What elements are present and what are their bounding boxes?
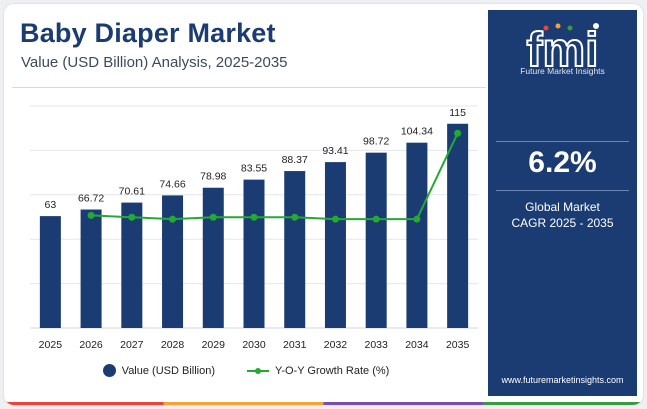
logo-dot-green — [567, 25, 573, 31]
summary-panel: fmi Future Market Insights 6.2% Global M… — [488, 10, 637, 396]
bar-label-2025: 63 — [45, 199, 57, 211]
growth-point-2033 — [372, 215, 380, 223]
legend-value-label: Value (USD Billion) — [121, 364, 215, 377]
bar-2025 — [39, 216, 61, 328]
bar-2032 — [324, 162, 346, 328]
bar-2033 — [365, 152, 387, 328]
bar-2030 — [243, 179, 265, 328]
bar-2029 — [202, 187, 224, 328]
chart-subtitle: Value (USD Billion) Analysis, 2025-2035 — [21, 54, 288, 71]
legend-bar-swatch — [102, 364, 116, 377]
chart-legend: Value (USD Billion) Y-O-Y Growth Rate (%… — [4, 364, 488, 377]
website-link[interactable]: www.futuremarketinsights.com — [501, 375, 624, 385]
growth-point-2028 — [169, 215, 177, 223]
panel-rule-top — [496, 141, 629, 142]
x-tick-2027: 2027 — [120, 339, 144, 351]
cagr-label-line2: CAGR 2025 - 2035 — [511, 216, 614, 230]
legend-item-value: Value (USD Billion) — [102, 364, 215, 377]
bar-2031 — [284, 171, 306, 328]
color-stripe — [4, 402, 643, 405]
x-tick-2034: 2034 — [405, 339, 429, 351]
x-tick-2030: 2030 — [242, 339, 266, 351]
bar-line-chart: 63 2025 66.72 2026 70.61 2027 74.66 2028 78.98 20… — [30, 105, 478, 351]
x-tick-2031: 2031 — [283, 339, 307, 351]
panel-rule-bottom — [496, 190, 629, 191]
legend-line-swatch — [247, 365, 269, 377]
x-tick-2035: 2035 — [446, 339, 470, 351]
x-tick-2029: 2029 — [202, 339, 226, 351]
bar-2035 — [447, 123, 469, 328]
title-divider — [12, 87, 486, 88]
x-tick-2028: 2028 — [161, 339, 185, 351]
growth-point-2030 — [250, 213, 258, 221]
x-tick-2025: 2025 — [39, 339, 63, 351]
legend-growth-label: Y-O-Y Growth Rate (%) — [275, 364, 390, 377]
bar-label-2035: 115 — [449, 107, 466, 119]
bar-label-2030: 83.55 — [241, 163, 267, 175]
bar-2026 — [80, 209, 102, 328]
bar-2028 — [162, 195, 184, 328]
bar-label-2027: 70.61 — [119, 186, 145, 198]
x-tick-2032: 2032 — [324, 339, 348, 351]
bar-label-2033: 98.72 — [363, 136, 389, 148]
bar-label-2031: 88.37 — [282, 154, 308, 166]
bar-label-2029: 78.98 — [200, 171, 226, 183]
growth-point-2027 — [128, 213, 136, 221]
fmi-logo: fmi — [526, 23, 600, 78]
growth-point-2032 — [331, 215, 339, 223]
x-tick-2033: 2033 — [365, 339, 389, 351]
growth-line — [91, 132, 459, 221]
legend-item-growth: Y-O-Y Growth Rate (%) — [247, 365, 389, 377]
bar-2027 — [121, 202, 143, 328]
bar-label-2032: 93.41 — [322, 145, 348, 157]
cagr-label-line1: Global Market — [525, 200, 600, 214]
logo-subtitle: Future Market Insights — [520, 66, 605, 76]
bar-label-2026: 66.72 — [78, 193, 104, 205]
logo-dot-white — [593, 23, 599, 29]
fmi-logo-text: fmi — [527, 24, 599, 77]
bar-label-2028: 74.66 — [159, 178, 185, 190]
x-tick-2026: 2026 — [79, 339, 103, 351]
cagr-value: 6.2% — [528, 146, 597, 179]
chart-title: Baby Diaper Market — [20, 18, 276, 48]
chart-card: Baby Diaper Market Value (USD Billion) A… — [4, 4, 643, 405]
growth-point-2035 — [454, 129, 462, 137]
logo-dot-red — [543, 25, 549, 31]
growth-point-2029 — [209, 213, 217, 221]
growth-point-2031 — [291, 213, 299, 221]
logo-dot-orange — [555, 23, 561, 29]
growth-point-2026 — [87, 211, 95, 219]
bar-label-2034: 104.34 — [401, 126, 433, 138]
growth-point-2034 — [413, 215, 421, 223]
bar-2034 — [406, 142, 428, 328]
